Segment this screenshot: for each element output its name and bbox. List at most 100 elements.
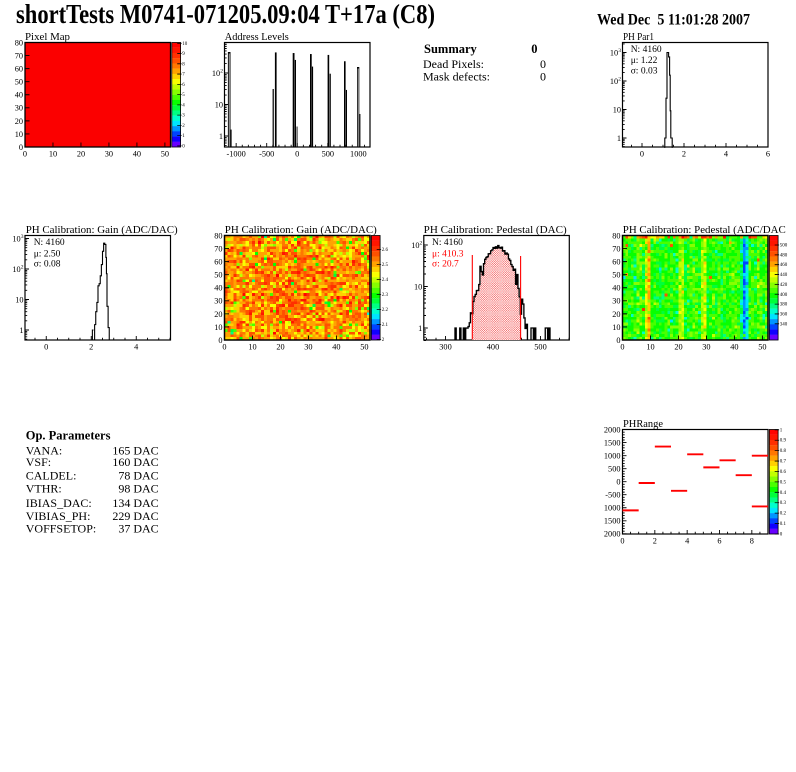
svg-text:6: 6 [717, 537, 721, 546]
svg-text:0: 0 [640, 150, 644, 159]
svg-text:2000: 2000 [604, 425, 621, 434]
svg-text:50: 50 [758, 343, 766, 352]
svg-text:0.9: 0.9 [780, 439, 787, 444]
svg-text:102: 102 [212, 69, 223, 78]
svg-text:20: 20 [612, 310, 620, 319]
svg-text:0: 0 [540, 57, 546, 71]
svg-text:PH Calibration: Pedestal (ADC/: PH Calibration: Pedestal (ADC/DAC [623, 224, 786, 236]
svg-text:50: 50 [161, 150, 169, 159]
svg-text:80: 80 [15, 38, 23, 47]
svg-text:60: 60 [15, 65, 23, 74]
svg-text:0: 0 [23, 150, 27, 159]
svg-text:PH Calibration: Gain (ADC/DAC): PH Calibration: Gain (ADC/DAC) [26, 224, 178, 236]
svg-text:σ: 0.03: σ: 0.03 [631, 67, 658, 77]
svg-text:shortTests M0741-071205.09:04: shortTests M0741-071205.09:04 T+17a (C8) [16, 0, 435, 29]
svg-text:Pixel Map: Pixel Map [25, 31, 70, 43]
svg-text:1: 1 [780, 428, 783, 433]
svg-text:10: 10 [15, 130, 23, 139]
svg-text:0: 0 [295, 150, 299, 159]
svg-text:380: 380 [780, 303, 788, 308]
svg-text:102: 102 [610, 77, 621, 86]
svg-text:IBIAS_DAC:: IBIAS_DAC: [26, 496, 92, 510]
svg-text:50: 50 [360, 343, 368, 352]
svg-text:6: 6 [182, 83, 185, 88]
svg-text:1: 1 [418, 324, 422, 333]
svg-text:10: 10 [613, 105, 621, 114]
svg-text:40: 40 [612, 284, 620, 293]
svg-text:0: 0 [620, 343, 624, 352]
svg-text:0: 0 [182, 144, 185, 149]
svg-text:Op. Parameters: Op. Parameters [26, 429, 111, 443]
svg-text:N: 4160: N: 4160 [631, 45, 662, 55]
svg-text:60: 60 [214, 258, 222, 267]
svg-text:VIBIAS_PH:: VIBIAS_PH: [26, 509, 91, 523]
svg-text:2.2: 2.2 [382, 308, 389, 313]
svg-text:70: 70 [15, 51, 23, 60]
svg-text:20: 20 [15, 117, 23, 126]
svg-text:40: 40 [332, 343, 340, 352]
svg-text:37 DAC: 37 DAC [118, 522, 158, 536]
svg-text:229 DAC: 229 DAC [112, 509, 158, 523]
svg-text:8: 8 [750, 537, 754, 546]
svg-text:2000: 2000 [604, 530, 621, 539]
svg-text:σ: 20.7: σ: 20.7 [432, 260, 459, 270]
svg-text:20: 20 [77, 150, 85, 159]
svg-text:0: 0 [616, 336, 620, 345]
svg-text:40: 40 [15, 91, 23, 100]
svg-text:102: 102 [12, 265, 23, 274]
svg-text:30: 30 [304, 343, 312, 352]
svg-text:500: 500 [322, 150, 334, 159]
svg-text:480: 480 [780, 253, 788, 258]
svg-text:160 DAC: 160 DAC [112, 455, 158, 469]
svg-text:-500: -500 [605, 491, 620, 500]
svg-text:1000: 1000 [604, 452, 621, 461]
svg-text:0: 0 [531, 42, 537, 56]
svg-text:440: 440 [780, 273, 788, 278]
svg-text:2: 2 [89, 343, 93, 352]
svg-text:10: 10 [182, 42, 188, 47]
svg-text:460: 460 [780, 263, 788, 268]
svg-text:30: 30 [612, 297, 620, 306]
svg-text:134 DAC: 134 DAC [112, 496, 158, 510]
svg-text:μ: 2.50: μ: 2.50 [34, 249, 61, 259]
svg-text:10: 10 [646, 343, 654, 352]
svg-text:0.7: 0.7 [780, 460, 787, 465]
svg-text:4: 4 [685, 537, 690, 546]
svg-text:0.4: 0.4 [780, 491, 787, 496]
svg-text:0.2: 0.2 [780, 512, 787, 517]
svg-text:60: 60 [612, 258, 620, 267]
svg-text:102: 102 [411, 241, 422, 250]
svg-text:σ: 0.08: σ: 0.08 [34, 260, 61, 270]
svg-text:40: 40 [133, 150, 141, 159]
svg-text:400: 400 [487, 343, 499, 352]
svg-text:340: 340 [780, 322, 788, 327]
svg-text:300: 300 [439, 343, 451, 352]
svg-text:N: 4160: N: 4160 [34, 238, 65, 248]
svg-text:2.1: 2.1 [382, 323, 389, 328]
svg-text:μ: 1.22: μ: 1.22 [631, 56, 658, 66]
svg-text:500: 500 [780, 244, 788, 249]
svg-text:20: 20 [214, 310, 222, 319]
svg-text:1500: 1500 [604, 439, 621, 448]
svg-text:10: 10 [49, 150, 57, 159]
svg-text:4: 4 [134, 343, 139, 352]
svg-text:VSF:: VSF: [26, 455, 51, 469]
svg-text:Dead Pixels:: Dead Pixels: [423, 57, 484, 71]
svg-text:30: 30 [105, 150, 113, 159]
svg-text:Address Levels: Address Levels [225, 31, 289, 43]
svg-text:2.4: 2.4 [382, 278, 389, 283]
svg-text:78 DAC: 78 DAC [118, 469, 158, 483]
svg-text:0: 0 [19, 143, 23, 152]
svg-text:0.3: 0.3 [780, 501, 787, 506]
svg-text:4: 4 [724, 150, 729, 159]
svg-text:0.8: 0.8 [780, 449, 787, 454]
svg-text:20: 20 [674, 343, 682, 352]
svg-text:360: 360 [780, 312, 788, 317]
svg-text:Mask defects:: Mask defects: [423, 70, 490, 84]
svg-text:2: 2 [682, 150, 686, 159]
svg-text:420: 420 [780, 283, 788, 288]
svg-text:10: 10 [248, 343, 256, 352]
svg-text:1: 1 [219, 132, 223, 141]
svg-text:0: 0 [540, 70, 546, 84]
svg-text:80: 80 [612, 231, 620, 240]
